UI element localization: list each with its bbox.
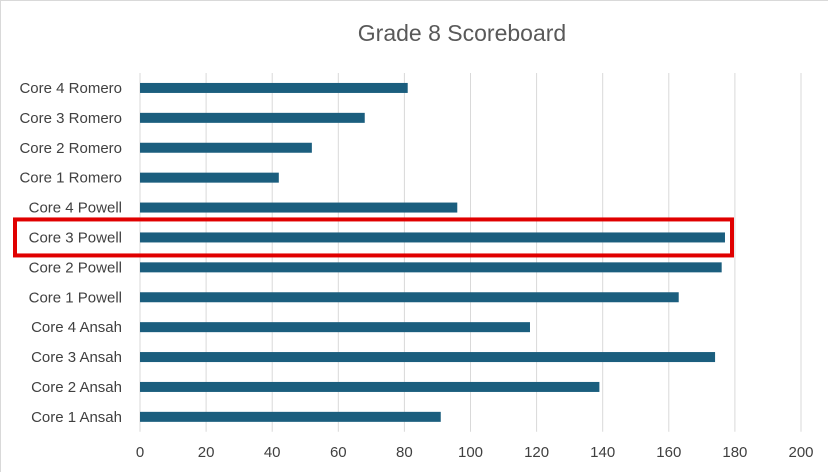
bar <box>140 411 441 422</box>
category-label: Core 3 Powell <box>29 229 122 246</box>
x-tick-label: 140 <box>590 444 615 461</box>
bar <box>140 292 679 303</box>
category-label: Core 4 Powell <box>29 200 122 217</box>
category-label: Core 2 Romero <box>19 140 122 157</box>
x-tick-label: 0 <box>136 444 144 461</box>
bar <box>140 82 408 93</box>
bar-layer <box>140 82 725 422</box>
label-layer: 0 20 40 60 80 100 120 140 160 180 200 Core 4 Romero… <box>19 80 813 461</box>
bar <box>140 381 600 392</box>
x-tick-label: 100 <box>458 444 483 461</box>
category-label: Core 2 Powell <box>29 259 122 276</box>
bar <box>140 142 312 153</box>
category-label: Core 3 Romero <box>19 110 122 127</box>
bar <box>140 352 716 363</box>
bar <box>140 232 725 243</box>
x-tick-label: 60 <box>330 444 347 461</box>
bar <box>140 112 365 123</box>
category-label: Core 1 Romero <box>19 170 122 187</box>
highlight-layer <box>13 217 734 258</box>
chart-title: Grade 8 Scoreboard <box>358 20 566 46</box>
category-label: Core 1 Powell <box>29 289 122 306</box>
bar <box>140 202 458 213</box>
category-label: Core 4 Ansah <box>31 319 122 336</box>
bar <box>140 322 530 333</box>
x-tick-label: 80 <box>396 444 413 461</box>
x-tick-label: 120 <box>524 444 549 461</box>
bar <box>140 262 722 273</box>
category-label: Core 2 Ansah <box>31 379 122 396</box>
category-label: Core 1 Ansah <box>31 409 122 426</box>
grid-layer <box>139 73 802 432</box>
x-tick-label: 20 <box>198 444 215 461</box>
category-label: Core 4 Romero <box>19 80 122 97</box>
category-label: Core 3 Ansah <box>31 349 122 366</box>
x-tick-label: 160 <box>656 444 681 461</box>
highlight-box <box>13 217 734 258</box>
bar <box>140 172 279 183</box>
x-tick-label: 180 <box>722 444 747 461</box>
x-tick-label: 200 <box>788 444 813 461</box>
x-tick-label: 40 <box>264 444 281 461</box>
